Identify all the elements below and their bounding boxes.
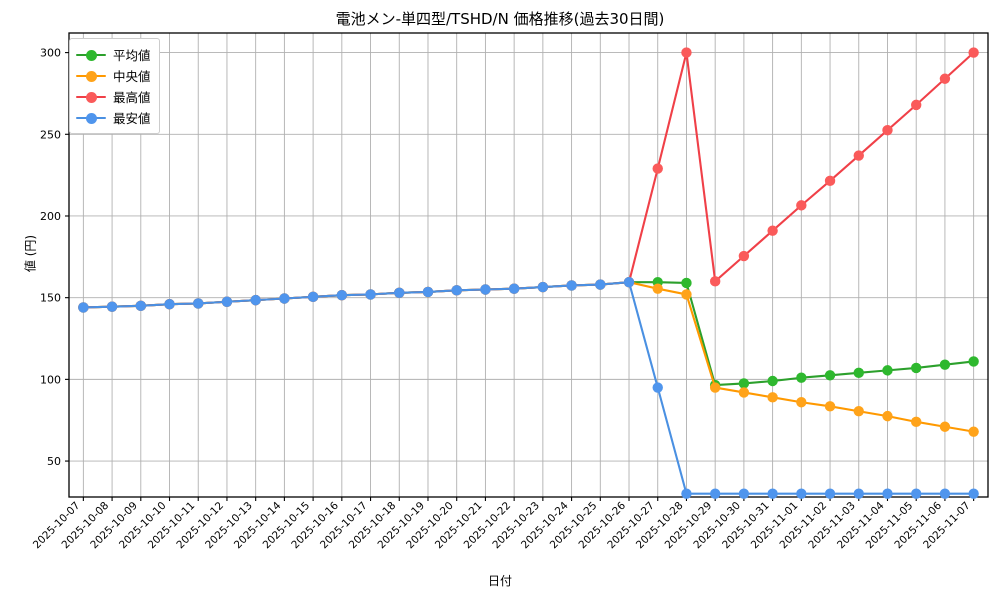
series-point — [738, 250, 750, 262]
legend-item-label: 中央値 — [113, 69, 151, 84]
y-axis-tick-label: 200 — [40, 210, 61, 223]
series-point — [796, 372, 807, 383]
series-point — [882, 125, 893, 136]
series-point — [767, 488, 778, 499]
series-point — [911, 416, 922, 428]
series-point — [824, 401, 836, 412]
series-point — [939, 359, 951, 370]
series-point — [681, 488, 692, 499]
series-point — [566, 280, 577, 291]
series-point — [652, 382, 663, 393]
series-point — [853, 150, 864, 161]
series-point — [824, 488, 836, 499]
series-point — [480, 284, 491, 295]
y-axis-tick-label: 150 — [40, 292, 61, 305]
series-line-1 — [82, 281, 975, 433]
series-point — [681, 289, 692, 300]
series-point — [681, 47, 692, 58]
series-point — [451, 285, 462, 296]
series-point — [911, 99, 922, 111]
series-point — [882, 488, 893, 499]
series-point — [250, 294, 261, 306]
series-point — [709, 382, 721, 393]
series-point — [767, 375, 778, 387]
series-point — [939, 421, 951, 432]
legend-item-label: 最高値 — [113, 90, 151, 105]
legend-marker-icon — [76, 112, 106, 124]
series-line-2 — [82, 51, 975, 309]
series-point — [824, 370, 836, 381]
series-point — [135, 300, 146, 312]
series-point — [882, 365, 893, 376]
series-point — [738, 378, 750, 389]
series-point — [853, 367, 864, 379]
legend-item-label: 最安値 — [113, 111, 151, 126]
y-axis-label: 値 (円) — [23, 234, 38, 273]
series-point — [939, 73, 951, 84]
legend-item-0[interactable]: 平均値 — [76, 44, 151, 65]
chart-legend: 平均値中央値最高値最安値 — [69, 38, 160, 134]
series-point — [882, 410, 893, 422]
series-point — [164, 299, 175, 310]
series-point — [968, 488, 979, 499]
series-point — [221, 296, 233, 307]
legend-item-1[interactable]: 中央値 — [76, 65, 151, 86]
series-point — [968, 356, 979, 367]
legend-item-label: 平均値 — [113, 48, 151, 63]
series-point — [193, 298, 204, 309]
series-point — [652, 163, 663, 174]
series-point — [796, 488, 807, 499]
series-point — [307, 291, 319, 303]
series-point — [911, 362, 922, 374]
series-point — [796, 200, 807, 211]
series-point — [939, 488, 951, 499]
series-point — [853, 488, 864, 499]
y-axis-tick-label: 100 — [40, 373, 61, 386]
series-point — [911, 488, 922, 499]
series-point — [508, 283, 520, 294]
series-point — [394, 287, 405, 298]
y-axis-tick-label: 300 — [40, 47, 61, 60]
series-point — [365, 289, 376, 300]
chart-title: 電池メン-単四型/TSHD/N 価格推移(過去30日間) — [335, 10, 665, 28]
series-point — [422, 286, 434, 298]
series-point — [279, 293, 290, 304]
series-point — [738, 387, 750, 398]
series-point — [968, 47, 979, 58]
legend-item-2[interactable]: 最高値 — [76, 86, 151, 107]
x-axis-label: 日付 — [487, 574, 512, 588]
legend-marker-icon — [76, 49, 106, 61]
series-point — [681, 277, 692, 289]
y-axis-tick-label: 50 — [47, 455, 61, 468]
series-point — [709, 488, 721, 499]
legend-marker-icon — [76, 70, 106, 82]
legend-marker-icon — [76, 91, 106, 103]
series-point — [652, 283, 663, 294]
series-point — [595, 279, 606, 290]
series-point — [767, 392, 778, 403]
series-point — [853, 406, 864, 417]
series-point — [709, 276, 721, 287]
series-point — [738, 488, 750, 499]
series-point — [78, 302, 89, 313]
y-axis-tick-label: 250 — [40, 128, 61, 141]
series-point — [623, 276, 635, 288]
series-point — [824, 175, 836, 187]
plot-frame — [68, 32, 989, 498]
series-point — [106, 301, 118, 312]
series-line-3 — [82, 281, 975, 495]
series-point — [537, 281, 549, 293]
legend-item-3[interactable]: 最安値 — [76, 107, 151, 128]
series-point — [336, 290, 348, 301]
series-point — [796, 397, 807, 408]
series-point — [968, 426, 979, 437]
series-point — [767, 225, 778, 236]
